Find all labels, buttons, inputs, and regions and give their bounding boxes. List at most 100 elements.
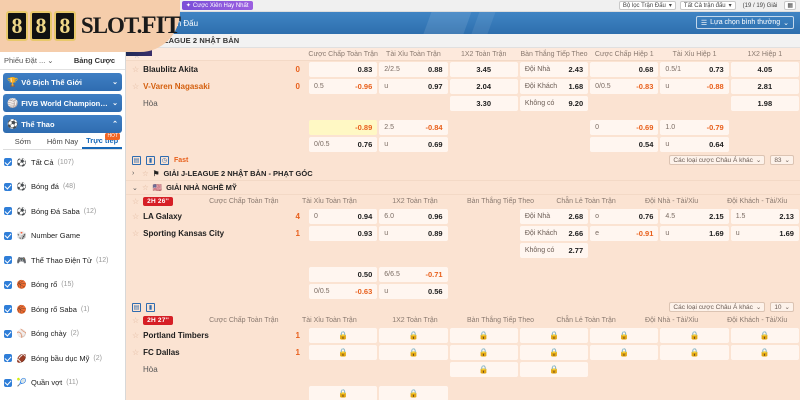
odds-cell[interactable]: 0/0.5 -0.63 [309, 284, 378, 299]
odds-cell[interactable]: u 1.69 [730, 226, 799, 241]
stats-icon[interactable]: ▤ [132, 302, 141, 312]
favorite-star-icon[interactable]: ☆ [132, 229, 140, 238]
odds-cell[interactable]: 🔒 [519, 345, 589, 360]
odds-cell[interactable]: 🔒 [379, 328, 448, 343]
odds-cell[interactable]: 0.5 -0.96 [309, 79, 378, 94]
odds-cell[interactable]: 🔒 [730, 345, 799, 360]
odds-count-select[interactable]: 83 ⌄ [770, 155, 794, 165]
sidebar-section-fivb[interactable]: 🏐 FIVB World Champions... ⌄ [3, 94, 122, 112]
odds-cell[interactable]: -0.89 [309, 120, 378, 135]
odds-cell[interactable]: e -0.91 [590, 226, 659, 241]
sport-checkbox[interactable] [4, 378, 12, 387]
odds-cell[interactable]: 🔒 [309, 328, 378, 343]
sidebar-sport-item[interactable]: 🏸Cầu lông(1) [0, 395, 125, 400]
sidebar-sport-item[interactable]: 🎾 Quần vợt (11) [0, 371, 125, 396]
sidebar-sport-item[interactable]: 🏈 Bóng bầu dục Mỹ (2) [0, 346, 125, 371]
asian-odds-select[interactable]: Các loại cược Châu Á khác ⌄ [669, 155, 766, 165]
asian-odds-select[interactable]: Các loại cược Châu Á khác ⌄ [669, 302, 766, 312]
odds-count-select[interactable]: 10 ⌄ [770, 302, 794, 312]
favorite-star-icon[interactable]: ☆ [132, 197, 140, 206]
odds-cell[interactable]: 0/0.5 -0.83 [590, 79, 659, 94]
favorite-star-icon[interactable]: ☆ [132, 82, 140, 91]
odds-cell[interactable]: 🔒 [379, 345, 448, 360]
odds-cell[interactable]: u 0.69 [379, 137, 448, 152]
bet-table-link[interactable]: Bảng Cược [74, 56, 121, 65]
odds-cell[interactable]: u 0.89 [379, 226, 448, 241]
favorite-star-icon[interactable]: ☆ [132, 65, 140, 74]
odds-cell[interactable]: 6/6.5 -0.71 [379, 267, 448, 282]
odds-cell[interactable]: 🔒 [449, 362, 518, 377]
sidebar-sport-item[interactable]: ⚽ Bóng đá (48) [0, 175, 125, 200]
normal-option-select[interactable]: ☰ Lựa chọn bình thường ⌄ [695, 16, 794, 29]
odds-cell[interactable]: 0.50 [309, 267, 378, 282]
tab-som[interactable]: Sớm [3, 133, 43, 149]
sidebar-sport-item[interactable]: ⚾ Bóng chày (2) [0, 322, 125, 347]
tab-homnay[interactable]: Hôm Nay [43, 133, 83, 149]
odds-cell[interactable]: 🔒 [660, 345, 729, 360]
odds-cell[interactable]: 🔒 [449, 328, 518, 343]
odds-cell[interactable]: 🔒 [449, 345, 518, 360]
stats-icon[interactable]: ▤ [132, 155, 141, 165]
chevron-right-icon[interactable]: › [132, 170, 135, 177]
odds-cell[interactable]: 2.81 [730, 79, 799, 94]
odds-cell[interactable]: o 0.76 [590, 209, 659, 224]
chevron-down-icon[interactable]: ⌄ [112, 100, 118, 107]
odds-cell[interactable]: 🔒 [379, 386, 448, 400]
odds-cell[interactable]: 2.5 -0.84 [379, 120, 448, 135]
sport-checkbox[interactable] [4, 354, 12, 363]
odds-cell[interactable]: u 0.97 [379, 79, 448, 94]
odds-cell[interactable]: Đội Nhà 2.68 [519, 209, 589, 224]
tab-tructiep[interactable]: Trực tiếp [82, 133, 123, 149]
chevron-up-icon[interactable]: ⌃ [112, 121, 118, 128]
odds-cell[interactable]: 🔒 [519, 362, 589, 377]
layout-toggle-button[interactable]: ▦ [784, 1, 796, 10]
league-filter-select[interactable]: Bộ lọc Trận Đấu ▾ [618, 1, 676, 10]
odds-cell[interactable]: 🔒 [519, 328, 589, 343]
odds-cell[interactable]: Không có 9.20 [519, 96, 589, 111]
sidebar-sport-item[interactable]: 🏀 Bóng rổ (15) [0, 273, 125, 298]
odds-cell[interactable]: 3.30 [449, 96, 518, 111]
bet-slip-selector[interactable]: Phiếu Đặt ... ⌄ [4, 56, 74, 65]
odds-cell[interactable]: 0.68 [590, 62, 659, 77]
odds-cell[interactable]: u -0.88 [660, 79, 729, 94]
sport-checkbox[interactable] [4, 207, 12, 216]
odds-cell[interactable]: 🔒 [590, 328, 659, 343]
chevron-down-icon[interactable]: ⌄ [112, 79, 118, 86]
odds-cell[interactable]: u 0.56 [379, 284, 448, 299]
odds-cell[interactable]: u 1.69 [660, 226, 729, 241]
sidebar-sport-item[interactable]: ⚽ Bóng Đá Saba (12) [0, 199, 125, 224]
sport-checkbox[interactable] [4, 256, 12, 265]
group-row-phat-goc[interactable]: › ☆ ⚑ GIẢI J-LEAGUE 2 NHẬT BẢN - PHẠT GÓ… [126, 167, 800, 181]
sidebar-sport-item[interactable]: ⚽ Tất Cả (107) [0, 150, 125, 175]
odds-cell[interactable]: 4.05 [730, 62, 799, 77]
chevron-down-icon[interactable]: ⌄ [132, 184, 138, 192]
odds-cell[interactable]: 0.93 [309, 226, 378, 241]
odds-cell[interactable]: 2/2.5 0.88 [379, 62, 448, 77]
sidebar-sport-item[interactable]: 🏀 Bóng rổ Saba (1) [0, 297, 125, 322]
sport-checkbox[interactable] [4, 280, 12, 289]
sidebar-section-sports[interactable]: ⚽ Thể Thao ⌃ [3, 115, 122, 133]
group-row-mls[interactable]: ⌄ ☆ 🇺🇸 GIẢI NHÀ NGHỀ MỸ [126, 181, 800, 195]
odds-cell[interactable]: 0 -0.69 [590, 120, 659, 135]
odds-cell[interactable]: 0.83 [309, 62, 378, 77]
odds-cell[interactable]: Đội Nhà 2.43 [519, 62, 589, 77]
sport-checkbox[interactable] [4, 158, 12, 167]
sidebar-sport-item[interactable]: 🎮 Thể Thao Điện Tử (12) [0, 248, 125, 273]
best-parlay-button[interactable]: ✦ Cược Xiên Hay Nhất [181, 1, 253, 10]
all-matches-select[interactable]: Tất Cả trận đấu ▾ [679, 1, 736, 10]
odds-cell[interactable]: Đội Khách 2.66 [519, 226, 589, 241]
odds-cell[interactable]: 0 0.94 [309, 209, 378, 224]
sport-checkbox[interactable] [4, 231, 12, 240]
sidebar-sport-item[interactable]: 🎲 Number Game [0, 224, 125, 249]
odds-cell[interactable]: 🔒 [309, 386, 378, 400]
odds-cell[interactable]: 🔒 [660, 328, 729, 343]
sidebar-section-worldcup[interactable]: 🏆 Vô Địch Thế Giới ⌄ [3, 73, 122, 91]
odds-cell[interactable]: 6.0 0.96 [379, 209, 448, 224]
sport-checkbox[interactable] [4, 329, 12, 338]
favorite-star-icon[interactable]: ☆ [142, 183, 149, 192]
sport-checkbox[interactable] [4, 182, 12, 191]
odds-cell[interactable]: 0/0.5 0.76 [309, 137, 378, 152]
sport-checkbox[interactable] [4, 305, 12, 314]
odds-cell[interactable]: 🔒 [590, 345, 659, 360]
odds-cell[interactable]: 3.45 [449, 62, 518, 77]
